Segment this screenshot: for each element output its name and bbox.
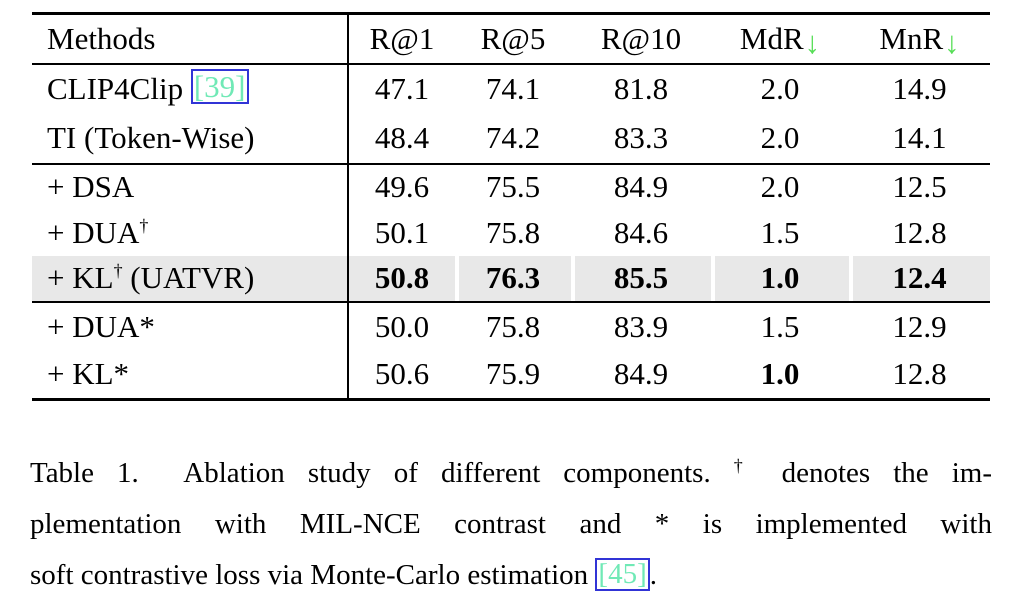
value-cell: 12.8 (892, 356, 947, 392)
value-cell: 12.8 (892, 214, 947, 250)
method-cell: + KL† (UATVR) (32, 255, 349, 303)
table-row-ti-token-wise: TI (Token-Wise) 48.4 74.2 83.3 2.0 14.1 (32, 113, 990, 165)
ablation-table-figure: Methods R@1 R@5 R@10 MdR↓ MnR↓ (32, 12, 990, 401)
table-row-kl-uatvr-highlighted: + KL† (UATVR) 50.8 76.3 85.5 1.0 12.4 (32, 255, 990, 303)
value-cell: 12.4 (849, 255, 990, 303)
value-cell: 12.9 (892, 308, 947, 344)
table-row-clip4clip: CLIP4Clip [39] 47.1 74.1 81.8 2.0 14.9 (32, 63, 990, 114)
value-cell: 49.6 (374, 169, 430, 204)
header-row: Methods R@1 R@5 R@10 MdR↓ MnR↓ (32, 13, 990, 65)
method-cell: + DUA* (32, 301, 349, 351)
value-cell: 84.6 (613, 214, 669, 250)
col-header-mnr-label: MnR (879, 20, 944, 56)
method-label: CLIP4Clip (47, 71, 191, 106)
value-cell: 1.0 (760, 356, 800, 392)
value-cell: 14.9 (892, 71, 947, 106)
value-cell: 2.0 (760, 71, 800, 106)
value-cell: 75.8 (485, 308, 541, 344)
method-cell: TI (Token-Wise) (32, 113, 349, 165)
value-cell: 74.2 (455, 113, 571, 165)
col-header-mdr: MdR↓ (711, 13, 849, 65)
value-cell: 75.5 (485, 169, 541, 204)
method-label: + KL (47, 260, 114, 295)
caption-line-3: soft contrastive loss via Monte-Carlo es… (30, 550, 992, 601)
value-cell: 75.9 (485, 356, 541, 392)
method-cell: + KL* (32, 350, 349, 400)
method-cell: + DUA† (32, 209, 349, 256)
method-label: + DSA (47, 169, 135, 204)
value-cell: 75.8 (485, 214, 541, 250)
value-cell: 12.5 (892, 169, 947, 204)
citation-link-39[interactable]: [39] (190, 69, 249, 104)
value-cell: 1.5 (760, 308, 800, 344)
caption-line-2: plementation with MIL-NCE contrast and *… (30, 508, 992, 540)
dagger-mark: † (733, 455, 759, 476)
dagger-mark: † (113, 260, 123, 281)
value-cell: 83.3 (571, 113, 711, 165)
value-cell: 83.9 (613, 308, 669, 344)
method-label: TI (Token-Wise) (47, 120, 255, 155)
value-cell: 50.1 (374, 214, 430, 250)
value-cell: 74.1 (485, 71, 541, 106)
caption-text: soft contrastive loss via Monte-Carlo es… (30, 559, 596, 591)
value-cell: 85.5 (571, 255, 711, 303)
col-header-r5: R@5 (455, 13, 571, 65)
col-header-r10: R@10 (571, 13, 711, 65)
method-cell: + DSA (32, 163, 349, 210)
value-cell: 84.9 (613, 169, 669, 204)
value-cell: 50.6 (374, 356, 430, 392)
caption-line-1: Table 1. Ablation study of different com… (30, 448, 992, 499)
method-label-suffix: (UATVR) (122, 260, 255, 295)
col-header-r5-label: R@5 (480, 20, 546, 56)
col-header-r10-label: R@10 (600, 20, 682, 56)
col-header-r1-label: R@1 (369, 20, 435, 56)
caption-text: . (649, 559, 657, 591)
table-row-dua-dagger: + DUA† 50.1 75.8 84.6 1.5 12.8 (32, 209, 990, 256)
value-cell: 84.9 (613, 356, 669, 392)
method-label: + DUA (47, 214, 140, 250)
value-cell: 50.0 (374, 308, 430, 344)
value-cell: 50.8 (348, 255, 455, 303)
table-row-kl-star: + KL* 50.6 75.9 84.9 1.0 12.8 (32, 350, 990, 400)
method-label: + KL* (47, 356, 130, 392)
value-cell: 14.1 (849, 113, 990, 165)
method-label: + DUA* (47, 308, 155, 344)
down-arrow-icon: ↓ (804, 24, 821, 60)
col-header-r1: R@1 (348, 13, 455, 65)
table-caption: Table 1. Ablation study of different com… (30, 448, 992, 601)
value-cell: 2.0 (760, 169, 800, 204)
method-cell: CLIP4Clip [39] (32, 63, 349, 114)
value-cell: 48.4 (348, 113, 455, 165)
value-cell: 1.0 (711, 255, 849, 303)
value-cell: 81.8 (613, 71, 669, 106)
value-cell: 2.0 (711, 113, 849, 165)
caption-text: Table 1. Ablation study of different com… (30, 457, 734, 489)
dagger-mark: † (139, 215, 149, 236)
col-header-mnr: MnR↓ (849, 13, 990, 65)
results-table: Methods R@1 R@5 R@10 MdR↓ MnR↓ (32, 12, 990, 401)
value-cell: 76.3 (455, 255, 571, 303)
col-header-methods: Methods (32, 13, 349, 65)
down-arrow-icon: ↓ (944, 24, 960, 60)
table-row-dua-star: + DUA* 50.0 75.8 83.9 1.5 12.9 (32, 301, 990, 351)
table-row-dsa: + DSA 49.6 75.5 84.9 2.0 12.5 (32, 163, 990, 210)
value-cell: 47.1 (374, 71, 430, 106)
citation-link-45[interactable]: [45] (595, 558, 650, 591)
col-header-mdr-label: MdR (739, 20, 804, 56)
value-cell: 1.5 (760, 214, 800, 250)
caption-text: denotes the im- (758, 457, 993, 489)
